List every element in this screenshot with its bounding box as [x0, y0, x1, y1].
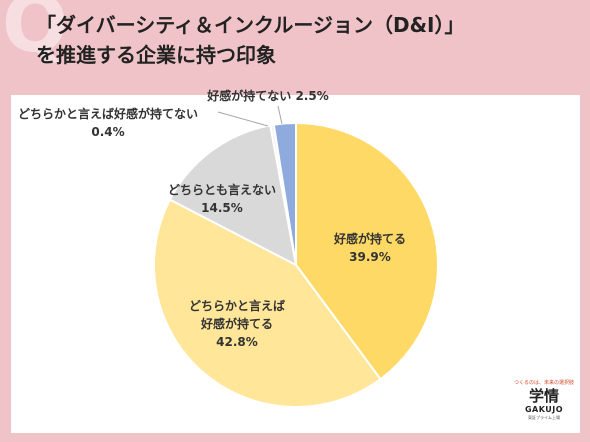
title-line-2: を推進する企業に持つ印象	[36, 43, 276, 67]
slice-label: どちらかと言えば好感が持てない 0.4%	[18, 106, 198, 139]
gakujo-logo: つくるのは、未来の選択肢 学情 GAKUJO 東証プライム上場	[508, 380, 580, 432]
pie-slice	[272, 121, 297, 266]
logo-en: GAKUJO	[524, 405, 564, 414]
slice-label: どちらとも言えない 14.5%	[168, 182, 276, 215]
logo-tagline: つくるのは、未来の選択肢	[514, 380, 574, 386]
slice-label: 好感が持てる 39.9%	[333, 231, 406, 264]
logo-sub: 東証プライム上場	[528, 415, 560, 420]
leader-line	[217, 111, 269, 127]
pie-slice	[168, 124, 298, 267]
chart-title: 「ダイバーシティ＆インクルージョン（D&I）」 を推進する企業に持つ印象	[36, 10, 556, 70]
slice-label: 好感が持てない 2.5%	[206, 88, 328, 103]
q-mark: Q	[2, 0, 69, 70]
pie-slice	[153, 198, 382, 408]
title-line-1: 「ダイバーシティ＆インクルージョン（D&I）」	[36, 13, 465, 37]
slice-label: どちらかと言えば好感が持てる 42.8%	[189, 298, 285, 349]
logo-mark: 学情	[528, 387, 559, 405]
leader-line	[277, 105, 283, 125]
pie-slice	[295, 121, 439, 381]
